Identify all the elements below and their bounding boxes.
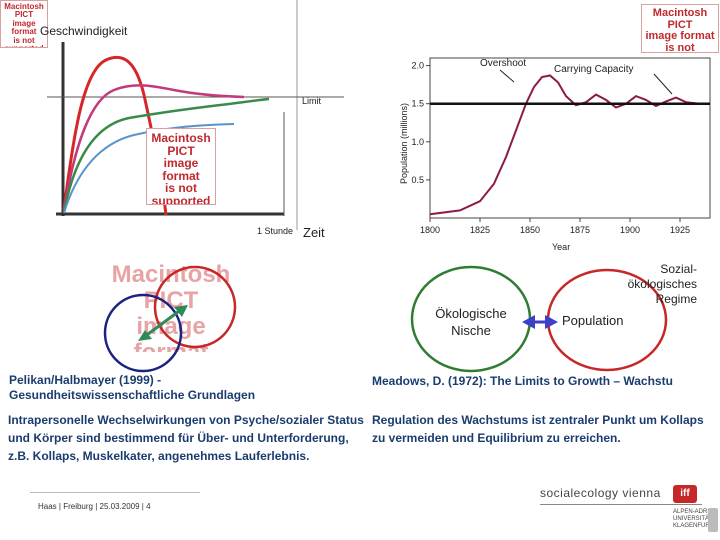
x-tick-label: 1875 xyxy=(570,225,590,235)
pict-placeholder-topleft: Macintosh PICT image format is not suppo… xyxy=(0,0,48,48)
population-y-label: Population (millions) xyxy=(399,103,409,184)
pict-line3: is not supported xyxy=(151,181,211,205)
blue-circle xyxy=(103,293,183,373)
one-hour-label: 1 Stunde xyxy=(257,226,294,236)
person-environment-diagram xyxy=(103,265,237,373)
x-tick-label: 1800 xyxy=(420,225,440,235)
pict-line2: image format xyxy=(11,18,37,37)
university-logo: ALPEN-ADRIA UNIVERSITÄT KLAGENFURT xyxy=(673,509,713,530)
speed-chart-title: Geschwindigkeit xyxy=(40,24,128,38)
concept-diagram xyxy=(410,265,668,373)
pict-line1: Macintosh PICT xyxy=(652,7,708,31)
pict-line3: is not supported xyxy=(665,41,695,53)
speed-chart xyxy=(47,0,344,230)
concept-arrow-left xyxy=(522,315,535,329)
regime-label: Sozial-ökologisches Regime xyxy=(627,262,697,306)
red-circle xyxy=(153,265,237,349)
population-series-line xyxy=(429,74,701,216)
population-label: Population xyxy=(562,313,624,328)
pict-placeholder-middle: Macintosh PICT image format is not suppo… xyxy=(146,128,216,205)
speed-curve-green xyxy=(62,97,270,213)
double-arrow-head-1 xyxy=(138,330,152,341)
capacity-pointer xyxy=(653,73,673,95)
limit-label: Limit xyxy=(302,96,322,106)
x-tick-label: 1850 xyxy=(520,225,540,235)
population-plot-frame xyxy=(429,57,711,219)
x-tick-label: 1925 xyxy=(670,225,690,235)
iff-text: iff xyxy=(680,488,690,499)
socialecology-logo: socialecology vienna iff ALPEN-ADRIA UNI… xyxy=(540,485,720,540)
double-arrow-head-2 xyxy=(174,305,188,317)
body-left: Intrapersonelle Wechselwirkungen von Psy… xyxy=(8,413,364,463)
pict-line2: image format xyxy=(162,156,200,183)
x-tick-label: 1825 xyxy=(470,225,490,235)
citation-left: Pelikan/Halbmayer (1999) - Gesundheitswi… xyxy=(9,373,256,402)
uni-line1: ALPEN-ADRIA xyxy=(673,509,714,515)
uni-line3: KLAGENFURT xyxy=(673,523,714,529)
iff-badge: iff xyxy=(673,485,697,503)
footer-divider xyxy=(30,492,200,493)
time-axis-label: Zeit xyxy=(303,225,325,240)
speed-curve-magenta xyxy=(62,84,245,211)
x-tick-label: 1900 xyxy=(620,225,640,235)
carrying-capacity-label: Carrying Capacity xyxy=(554,64,633,75)
pict-line3: is not supported xyxy=(4,35,43,47)
body-right: Regulation des Wachstums ist zentraler P… xyxy=(372,413,704,445)
y-tick-label: 1.5 xyxy=(411,99,424,109)
niche-label: Ökologische Nische xyxy=(435,306,507,338)
overshoot-label: Overshoot xyxy=(480,58,526,69)
concept-arrow-right xyxy=(545,315,558,329)
y-tick-label: 0.5 xyxy=(411,175,424,185)
pict-line1: Macintosh PICT xyxy=(4,2,44,20)
population-x-label: Year xyxy=(552,242,570,252)
double-arrow-line xyxy=(143,307,183,339)
brand-text: socialecology vienna xyxy=(540,486,661,500)
pict-placeholder-topright: Macintosh PICT image format is not suppo… xyxy=(641,4,719,53)
y-tick-label: 1.0 xyxy=(411,137,424,147)
pict-line2: image format xyxy=(645,30,715,43)
brand-underline xyxy=(540,504,702,505)
population-chart: 1800 1825 1850 1875 1900 1925 0.5 1.0 1.5 2.0 Ove… xyxy=(399,57,711,252)
y-tick-label: 2.0 xyxy=(411,61,424,71)
pict-line1: Macintosh PICT xyxy=(151,131,211,158)
uni-line2: UNIVERSITÄT xyxy=(673,516,713,522)
footer-text: Haas | Freiburg | 25.03.2009 | 4 xyxy=(38,502,151,511)
speed-curve-blue xyxy=(63,123,235,214)
uni-emblem xyxy=(708,508,718,532)
overshoot-pointer xyxy=(499,69,515,83)
citation-right: Meadows, D. (1972): The Limits to Growth… xyxy=(372,374,673,388)
